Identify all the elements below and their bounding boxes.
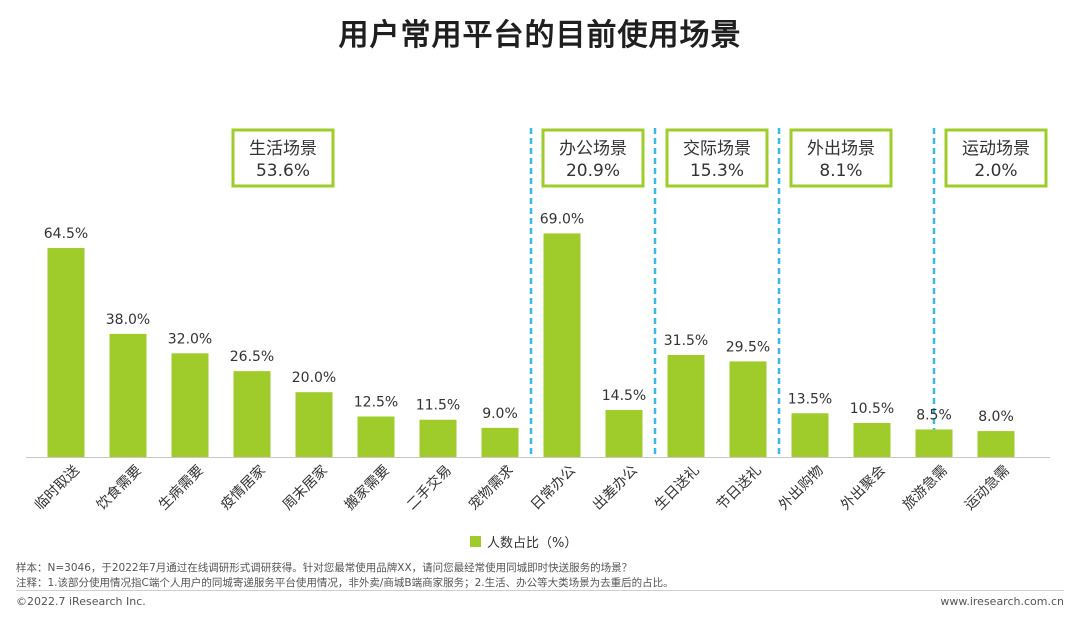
group-box: [541, 128, 645, 188]
group-share: 53.6%: [256, 161, 310, 181]
category-label: 外出购物: [776, 463, 827, 514]
bar: [109, 333, 147, 457]
group-box: [231, 128, 335, 188]
group-share: 2.0%: [974, 161, 1017, 181]
bar-chart: 生活场景53.6%办公场景20.9%交际场景15.3%外出场景8.1%运动场景2…: [26, 128, 1050, 514]
category-label: 饮食需要: [93, 462, 145, 514]
bar: [667, 354, 705, 457]
group-box: [789, 128, 893, 188]
bar-value-label: 32.0%: [168, 331, 212, 347]
bar-value-label: 38.0%: [106, 312, 150, 328]
category-label: 运动急需: [962, 463, 1013, 514]
bar: [47, 248, 85, 457]
group-box: [665, 128, 769, 188]
remark-note: 注释：1.该部分使用情况指C端个人用户的同城寄递服务平台使用情况，非外卖/商城B…: [16, 577, 674, 589]
bar: [357, 416, 395, 457]
footer-divider: [16, 590, 1064, 591]
bar-value-label: 11.5%: [416, 398, 460, 414]
group-name: 办公场景: [559, 139, 627, 159]
category-label: 临时取送: [32, 463, 83, 514]
chart-title: 用户常用平台的目前使用场景: [338, 18, 742, 53]
bar-value-label: 13.5%: [788, 391, 832, 407]
bar: [419, 419, 457, 457]
bar: [915, 429, 953, 457]
bar-value-label: 29.5%: [726, 339, 770, 355]
bar-value-label: 69.0%: [540, 211, 584, 227]
category-label: 二手交易: [403, 462, 455, 514]
notes: 样本：N=3046，于2022年7月通过在线调研形式调研获得。针对您最常使用品牌…: [16, 561, 674, 591]
bar-value-label: 20.0%: [292, 370, 336, 386]
bar-value-label: 14.5%: [602, 388, 646, 404]
bar-value-label: 31.5%: [664, 333, 708, 349]
bar: [543, 233, 581, 457]
bar-value-label: 9.0%: [482, 406, 518, 422]
bar-value-label: 10.5%: [850, 401, 894, 417]
bar: [977, 431, 1015, 457]
sample-note: 样本：N=3046，于2022年7月通过在线调研形式调研获得。针对您最常使用品牌…: [16, 562, 633, 574]
category-label: 日常办公: [528, 463, 579, 514]
group-name: 交际场景: [683, 139, 751, 159]
bar: [605, 410, 643, 457]
bar-value-label: 8.5%: [916, 407, 952, 423]
category-label: 外出聚会: [838, 463, 889, 514]
legend-swatch: [470, 536, 481, 547]
category-label: 节日送礼: [714, 463, 765, 514]
category-label: 周末居家: [279, 462, 331, 514]
bar: [791, 413, 829, 457]
bar: [481, 427, 519, 457]
category-label: 生日送礼: [652, 463, 703, 514]
footer-website: www.iresearch.com.cn: [940, 595, 1064, 608]
legend-label: 人数占比（%）: [487, 536, 578, 551]
category-label: 出差办公: [590, 463, 641, 514]
category-label: 疫情居家: [217, 462, 269, 514]
bar: [295, 392, 333, 457]
group-share: 8.1%: [819, 161, 862, 181]
group-name: 外出场景: [807, 139, 875, 159]
legend: 人数占比（%）: [470, 532, 577, 551]
group-name: 生活场景: [249, 139, 317, 159]
category-label: 生病需要: [156, 463, 207, 514]
group-box: [944, 128, 1048, 188]
bar: [233, 371, 271, 457]
group-name: 运动场景: [962, 139, 1030, 159]
category-label: 宠物需求: [466, 463, 517, 514]
bar-value-label: 8.0%: [978, 409, 1014, 425]
category-label: 旅游急需: [900, 463, 951, 514]
group-share: 20.9%: [566, 161, 620, 181]
category-label: 搬家需要: [341, 462, 393, 514]
footer-copyright: ©2022.7 iResearch Inc.: [16, 595, 146, 608]
bar-value-label: 64.5%: [44, 226, 88, 242]
bar: [853, 422, 891, 457]
group-share: 15.3%: [690, 161, 744, 181]
bar: [171, 353, 209, 457]
bar-value-label: 26.5%: [230, 349, 274, 365]
bar-value-label: 12.5%: [354, 395, 398, 411]
bar: [729, 361, 767, 457]
